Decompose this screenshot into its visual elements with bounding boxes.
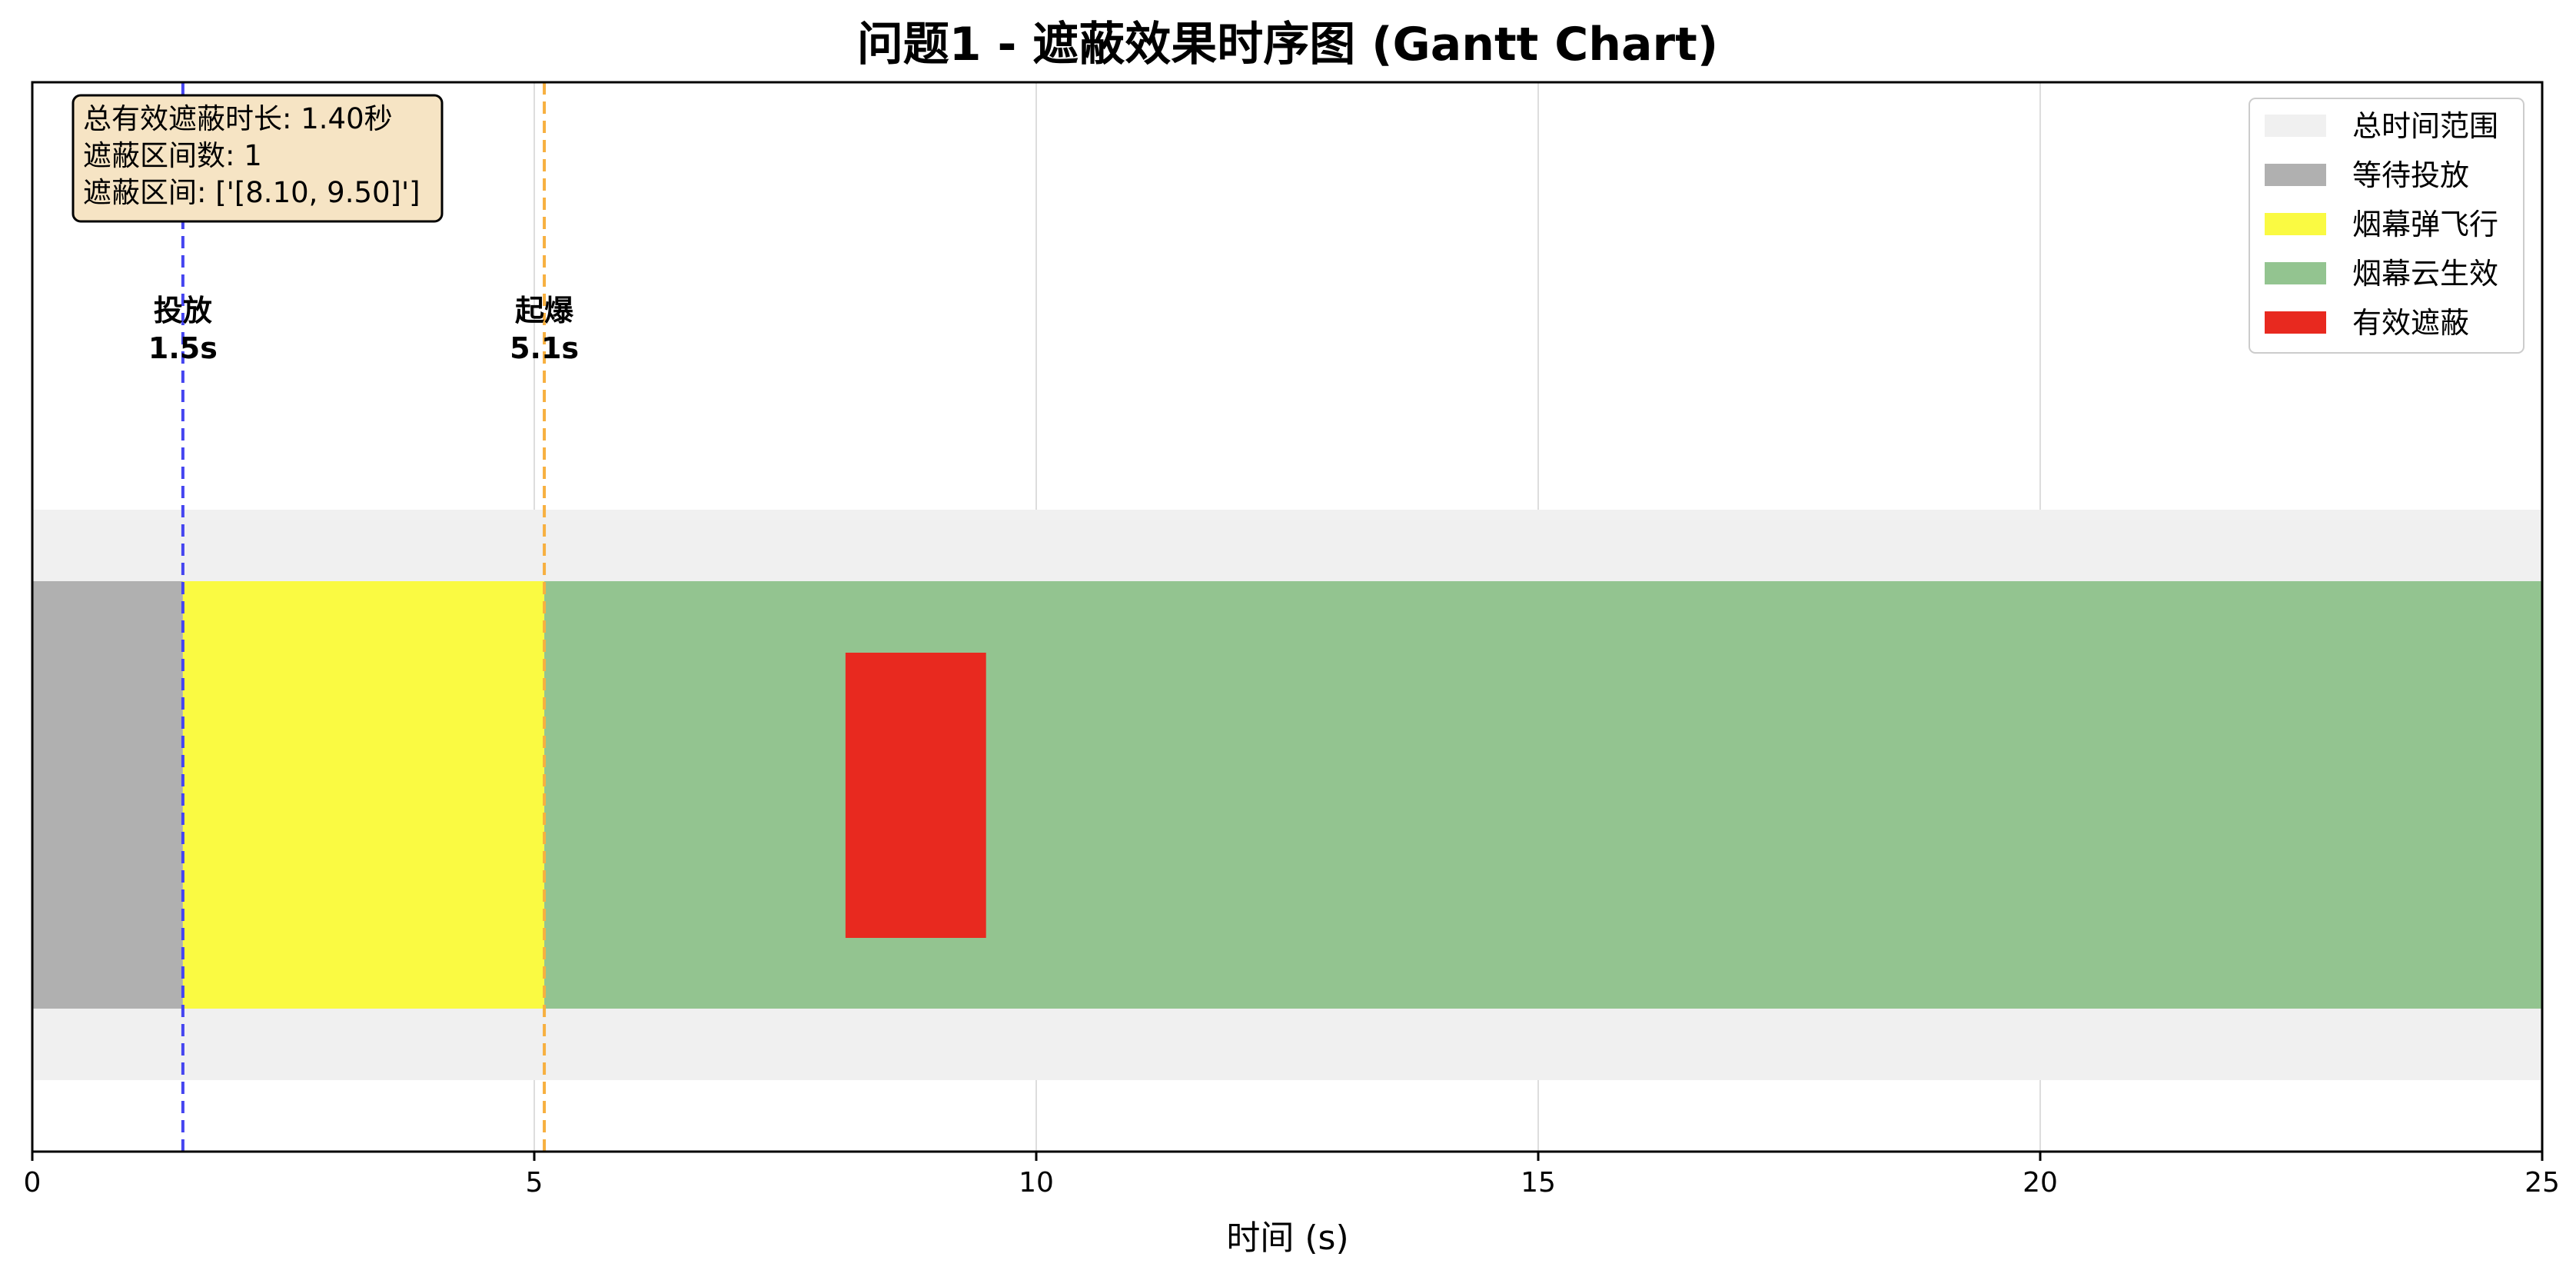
event-label: 投放 — [154, 294, 212, 327]
info-box-line: 遮蔽区间数: 1 — [83, 139, 262, 172]
x-tick-label: 10 — [1019, 1167, 1054, 1199]
info-box-background — [71, 94, 444, 223]
event-time-label: 5.1s — [510, 331, 579, 365]
plot-frame — [31, 81, 2544, 1153]
event-markers: 投放 1.5s 起爆 5.1s — [148, 82, 579, 1152]
legend-swatch — [2265, 262, 2326, 284]
x-tick-label: 20 — [2023, 1167, 2058, 1199]
bar-segment — [544, 581, 2542, 1009]
x-axis-ticks: 0 5 10 15 20 25 — [24, 1152, 2560, 1199]
bar-segment — [845, 653, 986, 938]
legend-label: 总时间范围 — [2352, 109, 2498, 143]
x-tick-label: 25 — [2524, 1167, 2560, 1199]
event-time-label: 1.5s — [148, 331, 218, 365]
bar-segment — [182, 581, 545, 1009]
x-tick-label: 5 — [526, 1167, 543, 1199]
bar-segment — [32, 581, 183, 1009]
legend-label: 等待投放 — [2352, 158, 2469, 192]
chart-title: 问题1 - 遮蔽效果时序图 (Gantt Chart) — [857, 18, 1718, 71]
x-tick-label: 0 — [24, 1167, 42, 1199]
legend-label: 烟幕弹飞行 — [2352, 208, 2498, 241]
legend-swatch — [2265, 311, 2326, 334]
info-box-line: 遮蔽区间: ['[8.10, 9.50]'] — [83, 176, 420, 209]
event-label: 起爆 — [515, 294, 574, 327]
bars — [32, 510, 2542, 1080]
legend-label: 烟幕云生效 — [2352, 257, 2498, 291]
x-tick-label: 15 — [1521, 1167, 1556, 1199]
x-axis-label: 时间 (s) — [1226, 1218, 1348, 1258]
info-box-line: 总有效遮蔽时长: 1.40秒 — [83, 102, 393, 135]
legend-swatch — [2265, 164, 2326, 186]
legend-swatch — [2265, 213, 2326, 235]
legend-swatch — [2265, 115, 2326, 137]
legend-label: 有效遮蔽 — [2352, 306, 2469, 340]
legend-box — [2249, 98, 2524, 354]
